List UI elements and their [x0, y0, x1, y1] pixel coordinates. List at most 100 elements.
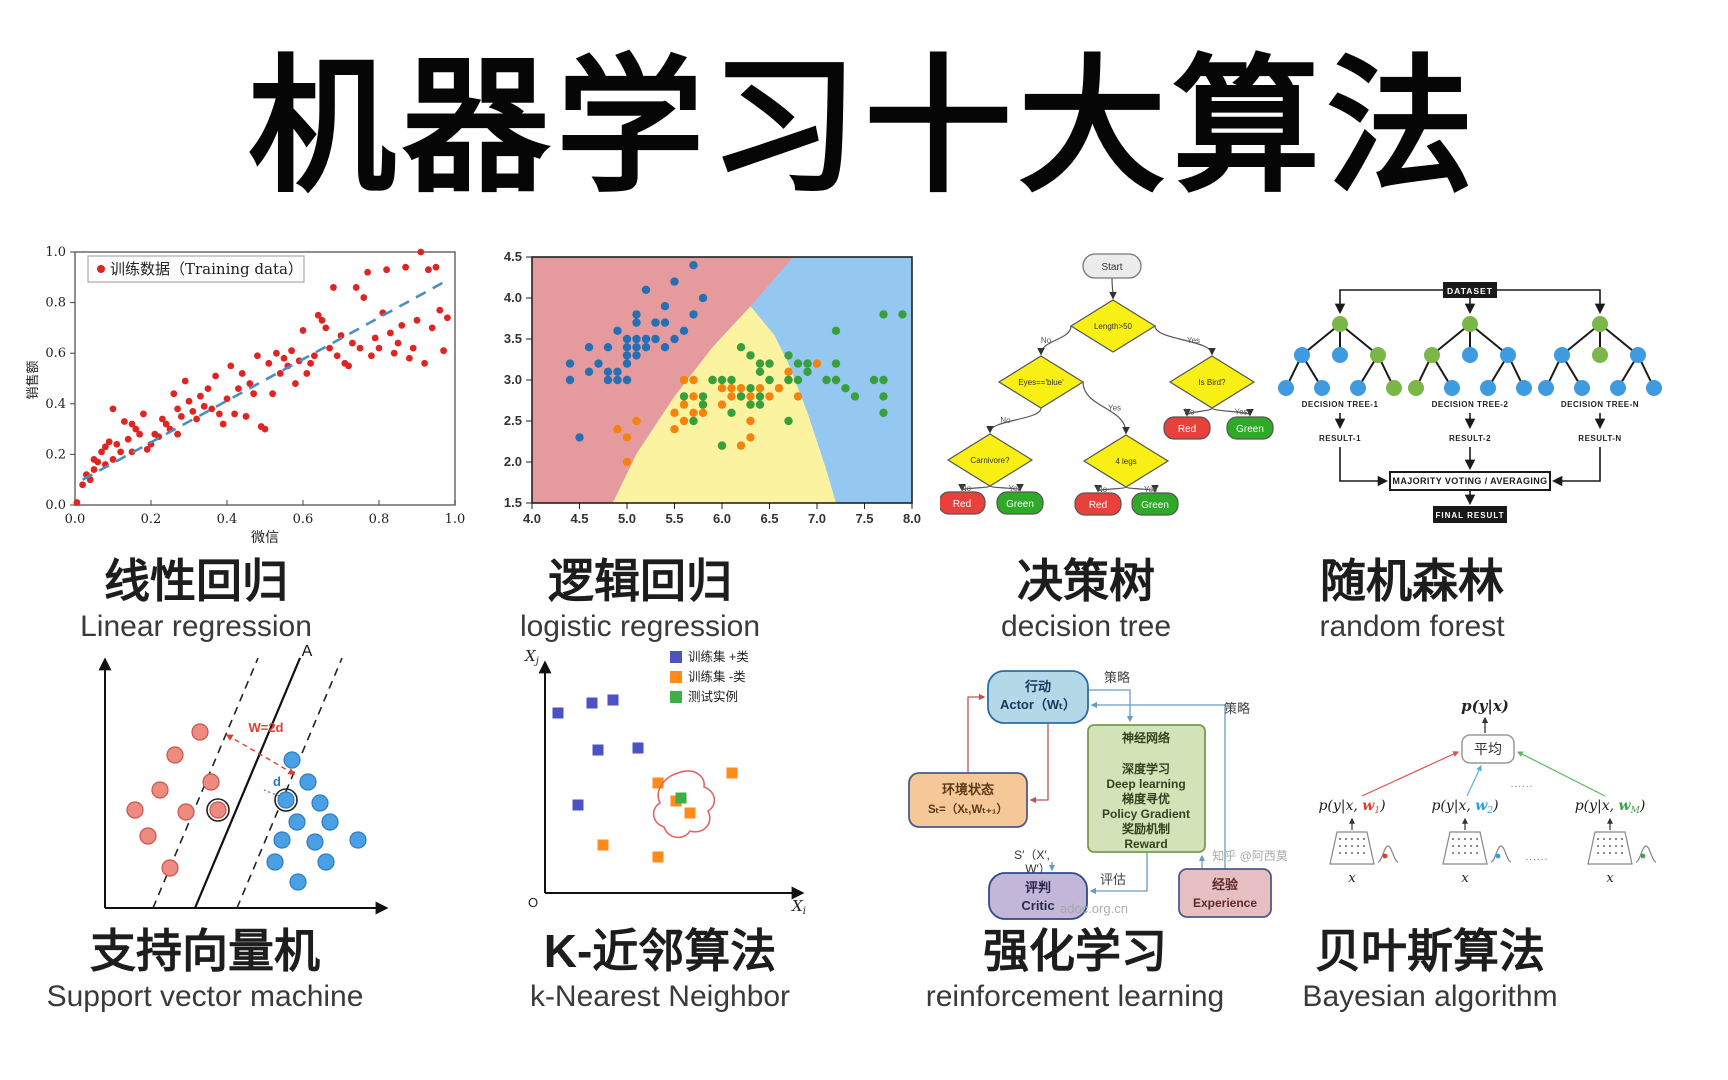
result-label: RESULT-2 [1449, 434, 1491, 443]
legend-marker [670, 651, 682, 663]
input-label: x [1461, 871, 1469, 886]
caption-logistic-en: logistic regression [519, 610, 761, 643]
nn-line: Policy Gradient [1102, 807, 1190, 821]
final-result-box [1433, 506, 1507, 523]
x-tick-label: 1.0 [445, 512, 466, 527]
class-green-points [679, 310, 907, 450]
rl: 行动 Actor（Wₜ） 环境状态 Sₜ=（Xₜ,Wₜ₊₁） 神经网络深度学习Deep … [908, 670, 1288, 920]
node-label: Start [1101, 262, 1122, 273]
tree-node [1462, 347, 1478, 363]
poster-title: 机器学习十大算法 [248, 39, 1480, 213]
tree-node [1424, 347, 1440, 363]
legend-label: 训练集 -类 [688, 669, 746, 684]
leaf-node [1163, 416, 1211, 440]
tree-node [1278, 380, 1294, 396]
leaf-node [1074, 492, 1122, 516]
nn-line: 梯度寻优 [1122, 791, 1170, 806]
env-label-formula: Sₜ=（Xₜ,Wₜ₊₁） [928, 802, 1008, 816]
actor-box [987, 670, 1089, 724]
final-result-label: FINAL RESULT [1435, 511, 1504, 520]
tree-node [1646, 380, 1662, 396]
neural-network-box [1087, 724, 1206, 853]
x-axis-label: 微信 [251, 529, 279, 545]
margin-width-arrow [225, 734, 296, 775]
y-axis-label: 销售额 [25, 360, 40, 399]
node-label: Green [1236, 424, 1264, 435]
node-label: 4 legs [1115, 457, 1136, 466]
caption-knn-zh: K-近邻算法 [543, 925, 777, 977]
y-tick-label: 1.5 [504, 495, 522, 510]
leaf-node [940, 491, 986, 515]
support-vector-ring [274, 788, 298, 812]
x-tick-label: 4.5 [570, 511, 588, 526]
edge-label: Yes [1144, 485, 1157, 494]
watermark-adoc: adoc.org.cn [1060, 901, 1128, 916]
curve-sample-dot [1640, 853, 1646, 859]
nn-line: 神经网络 [1122, 730, 1170, 745]
caption-logistic-zh: 逻辑回归 [548, 555, 732, 607]
svm-diagram: A W=2d d [98, 643, 389, 915]
x-tick-label: 0.4 [217, 512, 238, 527]
y-tick-label: 4.0 [504, 290, 522, 305]
policy-label-1: 策略 [1104, 670, 1130, 685]
caption-dtree-en: decision tree [1000, 610, 1172, 643]
edge-label: Yes [1008, 484, 1021, 493]
curve-sample-dot [1382, 853, 1388, 859]
leaf-node [1131, 492, 1179, 516]
actor-label-zh: 行动 [1024, 679, 1051, 694]
leaf-node [996, 491, 1044, 515]
tree-node [1538, 380, 1554, 396]
x-tick-label: 8.0 [903, 511, 921, 526]
trend-line [81, 281, 445, 481]
svm: A W=2d d [98, 643, 389, 915]
train-negative-points [597, 767, 738, 863]
component-label: p(y|x, w1) [1318, 798, 1385, 816]
tree-node [1370, 347, 1386, 363]
dataset-box [1443, 282, 1497, 298]
x-tick-label: 5.5 [665, 511, 683, 526]
edge-label: No [1000, 416, 1011, 425]
critic-label-en: Critic [1021, 898, 1054, 913]
caption-knn-en: k-Nearest Neighbor [529, 980, 791, 1013]
nn-line: Reward [1124, 837, 1167, 851]
nn-line: Deep learning [1106, 777, 1185, 791]
reinforcement-learning-diagram: 行动 Actor（Wₜ） 环境状态 Sₜ=（Xₜ,Wₜ₊₁） 神经网络深度学习Deep … [908, 670, 1288, 920]
component-label: p(y|x, w2) [1431, 798, 1498, 816]
y-tick-label: 3.0 [504, 372, 522, 387]
hyperplane-label: A [302, 643, 313, 660]
predictive-curve [1490, 845, 1512, 863]
red-class-points [126, 723, 230, 877]
x-tick-label: 4.0 [523, 511, 541, 526]
margin-line-right [236, 657, 343, 909]
decision-node [1082, 434, 1170, 488]
network-sketch [1587, 831, 1633, 865]
network-sketch [1329, 831, 1375, 865]
tree-node [1480, 380, 1496, 396]
decision-node [997, 355, 1085, 409]
tree-node [1574, 380, 1590, 396]
bayesian-diagram: p(y|x) 平均 p(y|x, w1) x p(y|x, w2) x p(y|x, wM)… [1318, 697, 1657, 886]
policy-label-2: 策略 [1224, 701, 1250, 716]
x-tick-label: 7.0 [808, 511, 826, 526]
caption-rl-zh: 强化学习 [983, 925, 1167, 977]
x-axis-label: Xi [791, 897, 806, 917]
node-label: Red [1178, 424, 1196, 435]
nn-line: 深度学习 [1122, 761, 1170, 776]
y-tick-label: 1.0 [45, 245, 66, 260]
legend-label: 训练集 +类 [688, 649, 749, 664]
y-axis-label: Xj [524, 647, 539, 667]
tree-node [1630, 347, 1646, 363]
start-node [1082, 253, 1142, 279]
caption-forest-en: random forest [1319, 610, 1505, 643]
tree-2: DECISION TREE-2 RESULT-2 [1408, 316, 1532, 443]
class-blue-points [565, 261, 708, 442]
x-tick-label: 0.0 [65, 512, 86, 527]
y-tick-label: 0.8 [45, 296, 66, 311]
edge-label: No [1184, 408, 1195, 417]
node-label: Carnivore? [970, 456, 1010, 465]
y-tick-label: 2.0 [504, 454, 522, 469]
evaluate-label: 评估 [1100, 872, 1126, 887]
